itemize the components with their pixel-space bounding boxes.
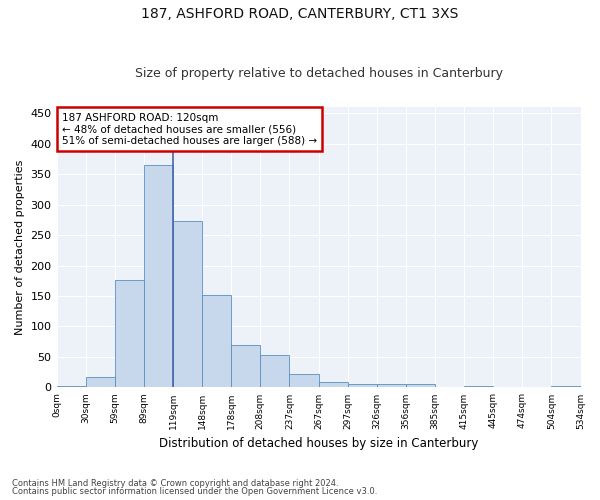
Bar (173, 221, 202, 388)
Text: Contains public sector information licensed under the Open Government Licence v3: Contains public sector information licen… (12, 487, 377, 496)
Bar (231, 345, 260, 388)
Bar (260, 354, 289, 388)
Bar (202, 296, 231, 388)
Bar (56, 386, 86, 388)
Bar (347, 384, 377, 388)
Text: 187 ASHFORD ROAD: 120sqm
← 48% of detached houses are smaller (556)
51% of semi-: 187 ASHFORD ROAD: 120sqm ← 48% of detach… (62, 112, 317, 146)
Bar (551, 386, 581, 388)
Bar (115, 280, 144, 388)
Y-axis label: Number of detached properties: Number of detached properties (15, 160, 25, 335)
Title: Size of property relative to detached houses in Canterbury: Size of property relative to detached ho… (134, 66, 503, 80)
Text: Contains HM Land Registry data © Crown copyright and database right 2024.: Contains HM Land Registry data © Crown c… (12, 478, 338, 488)
Bar (406, 384, 435, 388)
Bar (377, 384, 406, 388)
X-axis label: Distribution of detached houses by size in Canterbury: Distribution of detached houses by size … (159, 437, 478, 450)
Text: 187, ASHFORD ROAD, CANTERBURY, CT1 3XS: 187, ASHFORD ROAD, CANTERBURY, CT1 3XS (142, 8, 458, 22)
Bar (289, 374, 319, 388)
Bar (464, 386, 493, 388)
Bar (86, 377, 115, 388)
Bar (144, 165, 173, 388)
Bar (319, 382, 347, 388)
